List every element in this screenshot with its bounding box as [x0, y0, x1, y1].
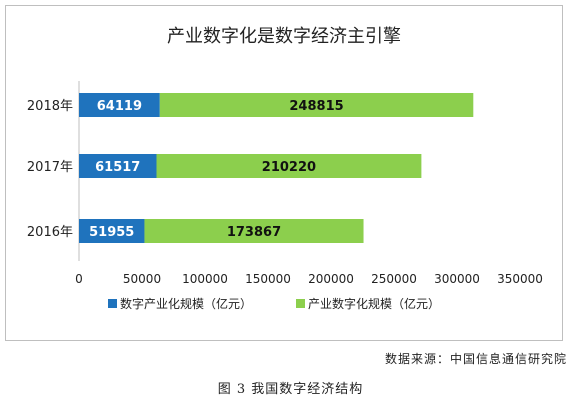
data-label: 173867 [227, 225, 281, 240]
bar-digital-industrialization [79, 154, 157, 178]
chart-frame: 产业数字化是数字经济主引擎 2016年 51955 173867 2017年 61517… [5, 5, 563, 341]
x-tick-label: 50000 [123, 272, 161, 286]
data-label: 210220 [262, 160, 316, 175]
chart: 产业数字化是数字经济主引擎 2016年 51955 173867 2017年 61517… [27, 26, 543, 311]
legend: 数字产业化规模（亿元） 产业数字化规模（亿元） [108, 296, 440, 311]
figure-caption: 图 3 我国数字经济结构 [217, 382, 364, 397]
data-label: 61517 [95, 160, 140, 175]
x-tick-label: 300000 [434, 272, 480, 286]
x-tick-label: 350000 [497, 272, 543, 286]
chart-title: 产业数字化是数字经济主引擎 [167, 26, 401, 47]
legend-label: 数字产业化规模（亿元） [120, 296, 252, 311]
bar-industrial-digitalization [144, 219, 364, 243]
bar-industrial-digitalization [156, 154, 422, 178]
data-label: 51955 [89, 225, 134, 240]
category-label: 2018年 [27, 99, 73, 114]
bar-industrial-digitalization [159, 93, 474, 117]
bar-digital-industrialization [79, 219, 145, 243]
legend-swatch [296, 299, 305, 308]
x-tick-label: 250000 [371, 272, 417, 286]
x-tick-label: 100000 [182, 272, 228, 286]
legend-label: 产业数字化规模（亿元） [308, 296, 440, 311]
category-label: 2016年 [27, 225, 73, 240]
x-tick-label: 0 [75, 272, 83, 286]
x-tick-label: 200000 [308, 272, 354, 286]
bar-digital-industrialization [79, 93, 160, 117]
legend-swatch [108, 299, 117, 308]
plot-area: 2016年 51955 173867 2017年 61517 210220 2018年 641… [27, 81, 543, 286]
x-tick-label: 150000 [245, 272, 291, 286]
category-label: 2017年 [27, 160, 73, 175]
source-note: 数据来源：中国信息通信研究院 [384, 352, 567, 366]
data-label: 64119 [97, 99, 142, 114]
data-label: 248815 [289, 99, 343, 114]
